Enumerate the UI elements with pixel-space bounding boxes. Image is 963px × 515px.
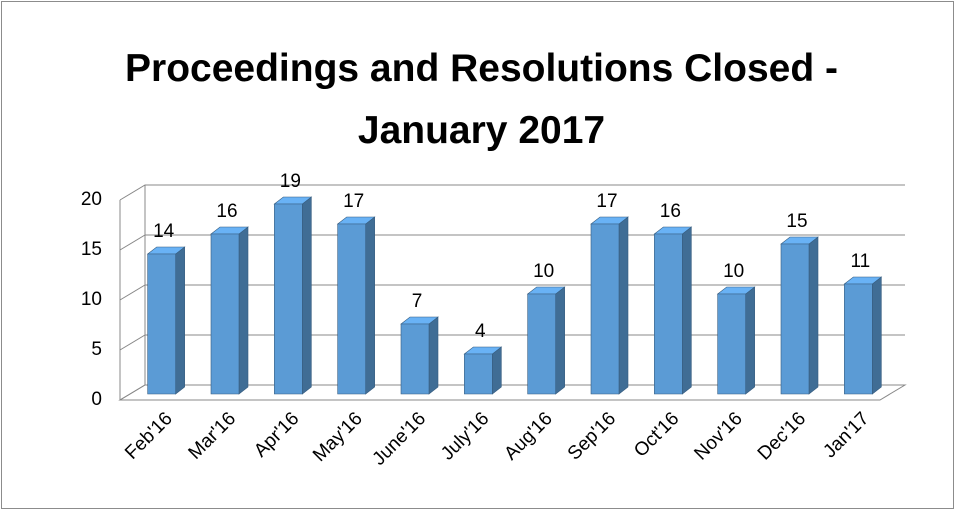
bar-side xyxy=(808,236,819,395)
bar-front xyxy=(147,253,176,395)
value-label: 19 xyxy=(280,171,301,192)
y-tick-label: 20 xyxy=(81,189,102,210)
x-tick-label: May'16 xyxy=(309,408,367,466)
bar xyxy=(590,216,629,395)
bar xyxy=(843,276,883,395)
bar xyxy=(463,346,503,395)
bar-front xyxy=(654,233,683,395)
x-tick-label: Oct'16 xyxy=(630,408,683,461)
bar-side xyxy=(555,286,565,395)
bar-front xyxy=(274,203,303,395)
y-tick-label: 15 xyxy=(81,239,102,260)
value-label: 10 xyxy=(723,261,744,282)
bar xyxy=(780,236,819,395)
value-label: 16 xyxy=(660,201,681,222)
bar-side xyxy=(238,226,249,395)
x-tick-label: Nov'16 xyxy=(690,408,746,464)
bar-side xyxy=(365,216,375,395)
grid-line xyxy=(119,334,905,351)
bar-front xyxy=(590,223,620,395)
value-label: 4 xyxy=(475,321,486,342)
bar xyxy=(273,196,313,395)
bar xyxy=(210,226,249,395)
bar-side xyxy=(302,196,312,395)
x-tick-label: Aug'16 xyxy=(500,408,556,464)
bar-front xyxy=(337,223,366,395)
title-box: Proceedings and Resolutions Closed - Jan… xyxy=(0,38,963,162)
value-label: 10 xyxy=(533,261,554,282)
bar-side xyxy=(745,286,755,395)
bar xyxy=(653,226,693,395)
bar xyxy=(146,246,186,395)
x-tick-label: Jan'17 xyxy=(819,408,873,462)
value-label: 17 xyxy=(596,191,617,212)
bar-front xyxy=(527,293,556,395)
bar-side xyxy=(618,216,629,395)
bar-front xyxy=(400,323,430,395)
x-tick-label: Feb'16 xyxy=(121,408,177,464)
y-tick-label: 0 xyxy=(91,389,102,410)
bar-side xyxy=(428,316,439,395)
chart-title: Proceedings and Resolutions Closed - Jan… xyxy=(125,47,838,152)
bar-side xyxy=(682,226,692,395)
x-tick-label: Mar'16 xyxy=(185,408,240,463)
x-tick-label: Sep'16 xyxy=(564,408,620,464)
x-tick-label: June'16 xyxy=(369,408,430,469)
y-tick-label: 10 xyxy=(81,289,102,310)
value-label: 17 xyxy=(343,191,364,212)
grid-line xyxy=(119,384,905,401)
chart-border xyxy=(1,1,954,509)
bar-front xyxy=(210,233,240,395)
bar xyxy=(400,316,439,395)
value-label: 11 xyxy=(850,251,870,272)
bar-front xyxy=(844,283,873,395)
value-label: 7 xyxy=(412,291,423,312)
bar xyxy=(526,286,566,395)
x-tick-label: Apr'16 xyxy=(250,408,303,461)
bar-side xyxy=(492,346,502,395)
y-tick-label: 5 xyxy=(91,339,102,360)
value-label: 14 xyxy=(153,221,175,242)
x-tick-label: July'16 xyxy=(437,408,493,464)
grid-line xyxy=(119,234,905,251)
bar-front xyxy=(780,243,810,395)
value-label: 15 xyxy=(786,211,807,232)
grid-line xyxy=(119,184,905,201)
grid-line xyxy=(119,284,905,301)
value-label: 16 xyxy=(216,201,237,222)
bar-side xyxy=(175,246,185,395)
bar xyxy=(716,286,756,395)
x-tick-label: Dec'16 xyxy=(754,408,810,464)
bar-front xyxy=(464,353,493,395)
bar xyxy=(336,216,376,395)
bar-side xyxy=(872,276,882,395)
bar-front xyxy=(717,293,746,395)
